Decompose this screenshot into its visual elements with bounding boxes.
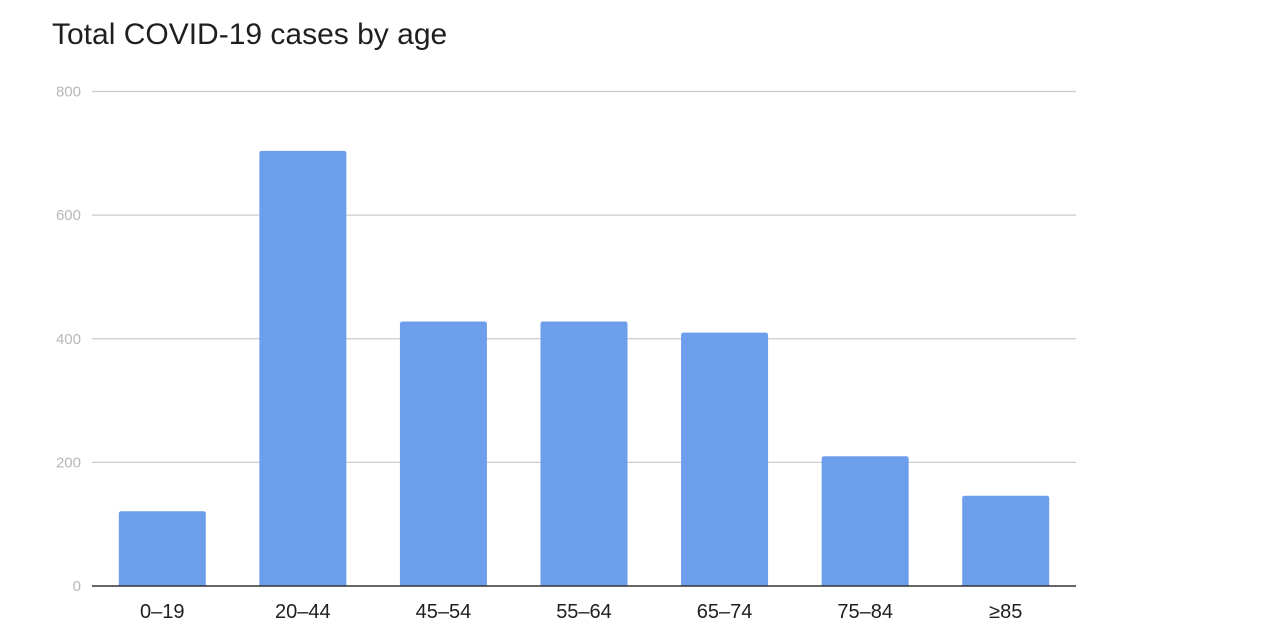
bar-20–44 [259,150,347,586]
bars [118,150,1050,586]
bar-0–19 [118,511,206,586]
y-tick-label-600: 600 [56,207,81,224]
y-tick-label-800: 800 [56,84,81,101]
x-tick-label-≥85: ≥85 [989,601,1022,623]
x-tick-label-75–84: 75–84 [837,601,893,623]
bar-45–54 [399,321,487,586]
x-tick-label-45–54: 45–54 [416,601,472,623]
bar-65–74 [681,332,769,586]
bar-≥85 [962,495,1050,586]
bar-75–84 [821,456,909,586]
x-tick-label-65–74: 65–74 [697,601,753,623]
y-axis-tick-labels: 0 200 400 600 800 [56,84,81,596]
x-tick-label-0–19: 0–19 [140,601,185,623]
y-tick-label-0: 0 [73,578,81,595]
y-tick-label-200: 200 [56,454,81,471]
bar-55–64 [540,321,628,586]
x-axis-tick-labels: 0–19 20–44 45–54 55–64 65–74 75–84 ≥85 [140,601,1022,623]
x-tick-label-55–64: 55–64 [556,601,612,623]
y-tick-label-400: 400 [56,331,81,348]
x-tick-label-20–44: 20–44 [275,601,331,623]
chart-title: Total COVID-19 cases by age [52,18,448,51]
